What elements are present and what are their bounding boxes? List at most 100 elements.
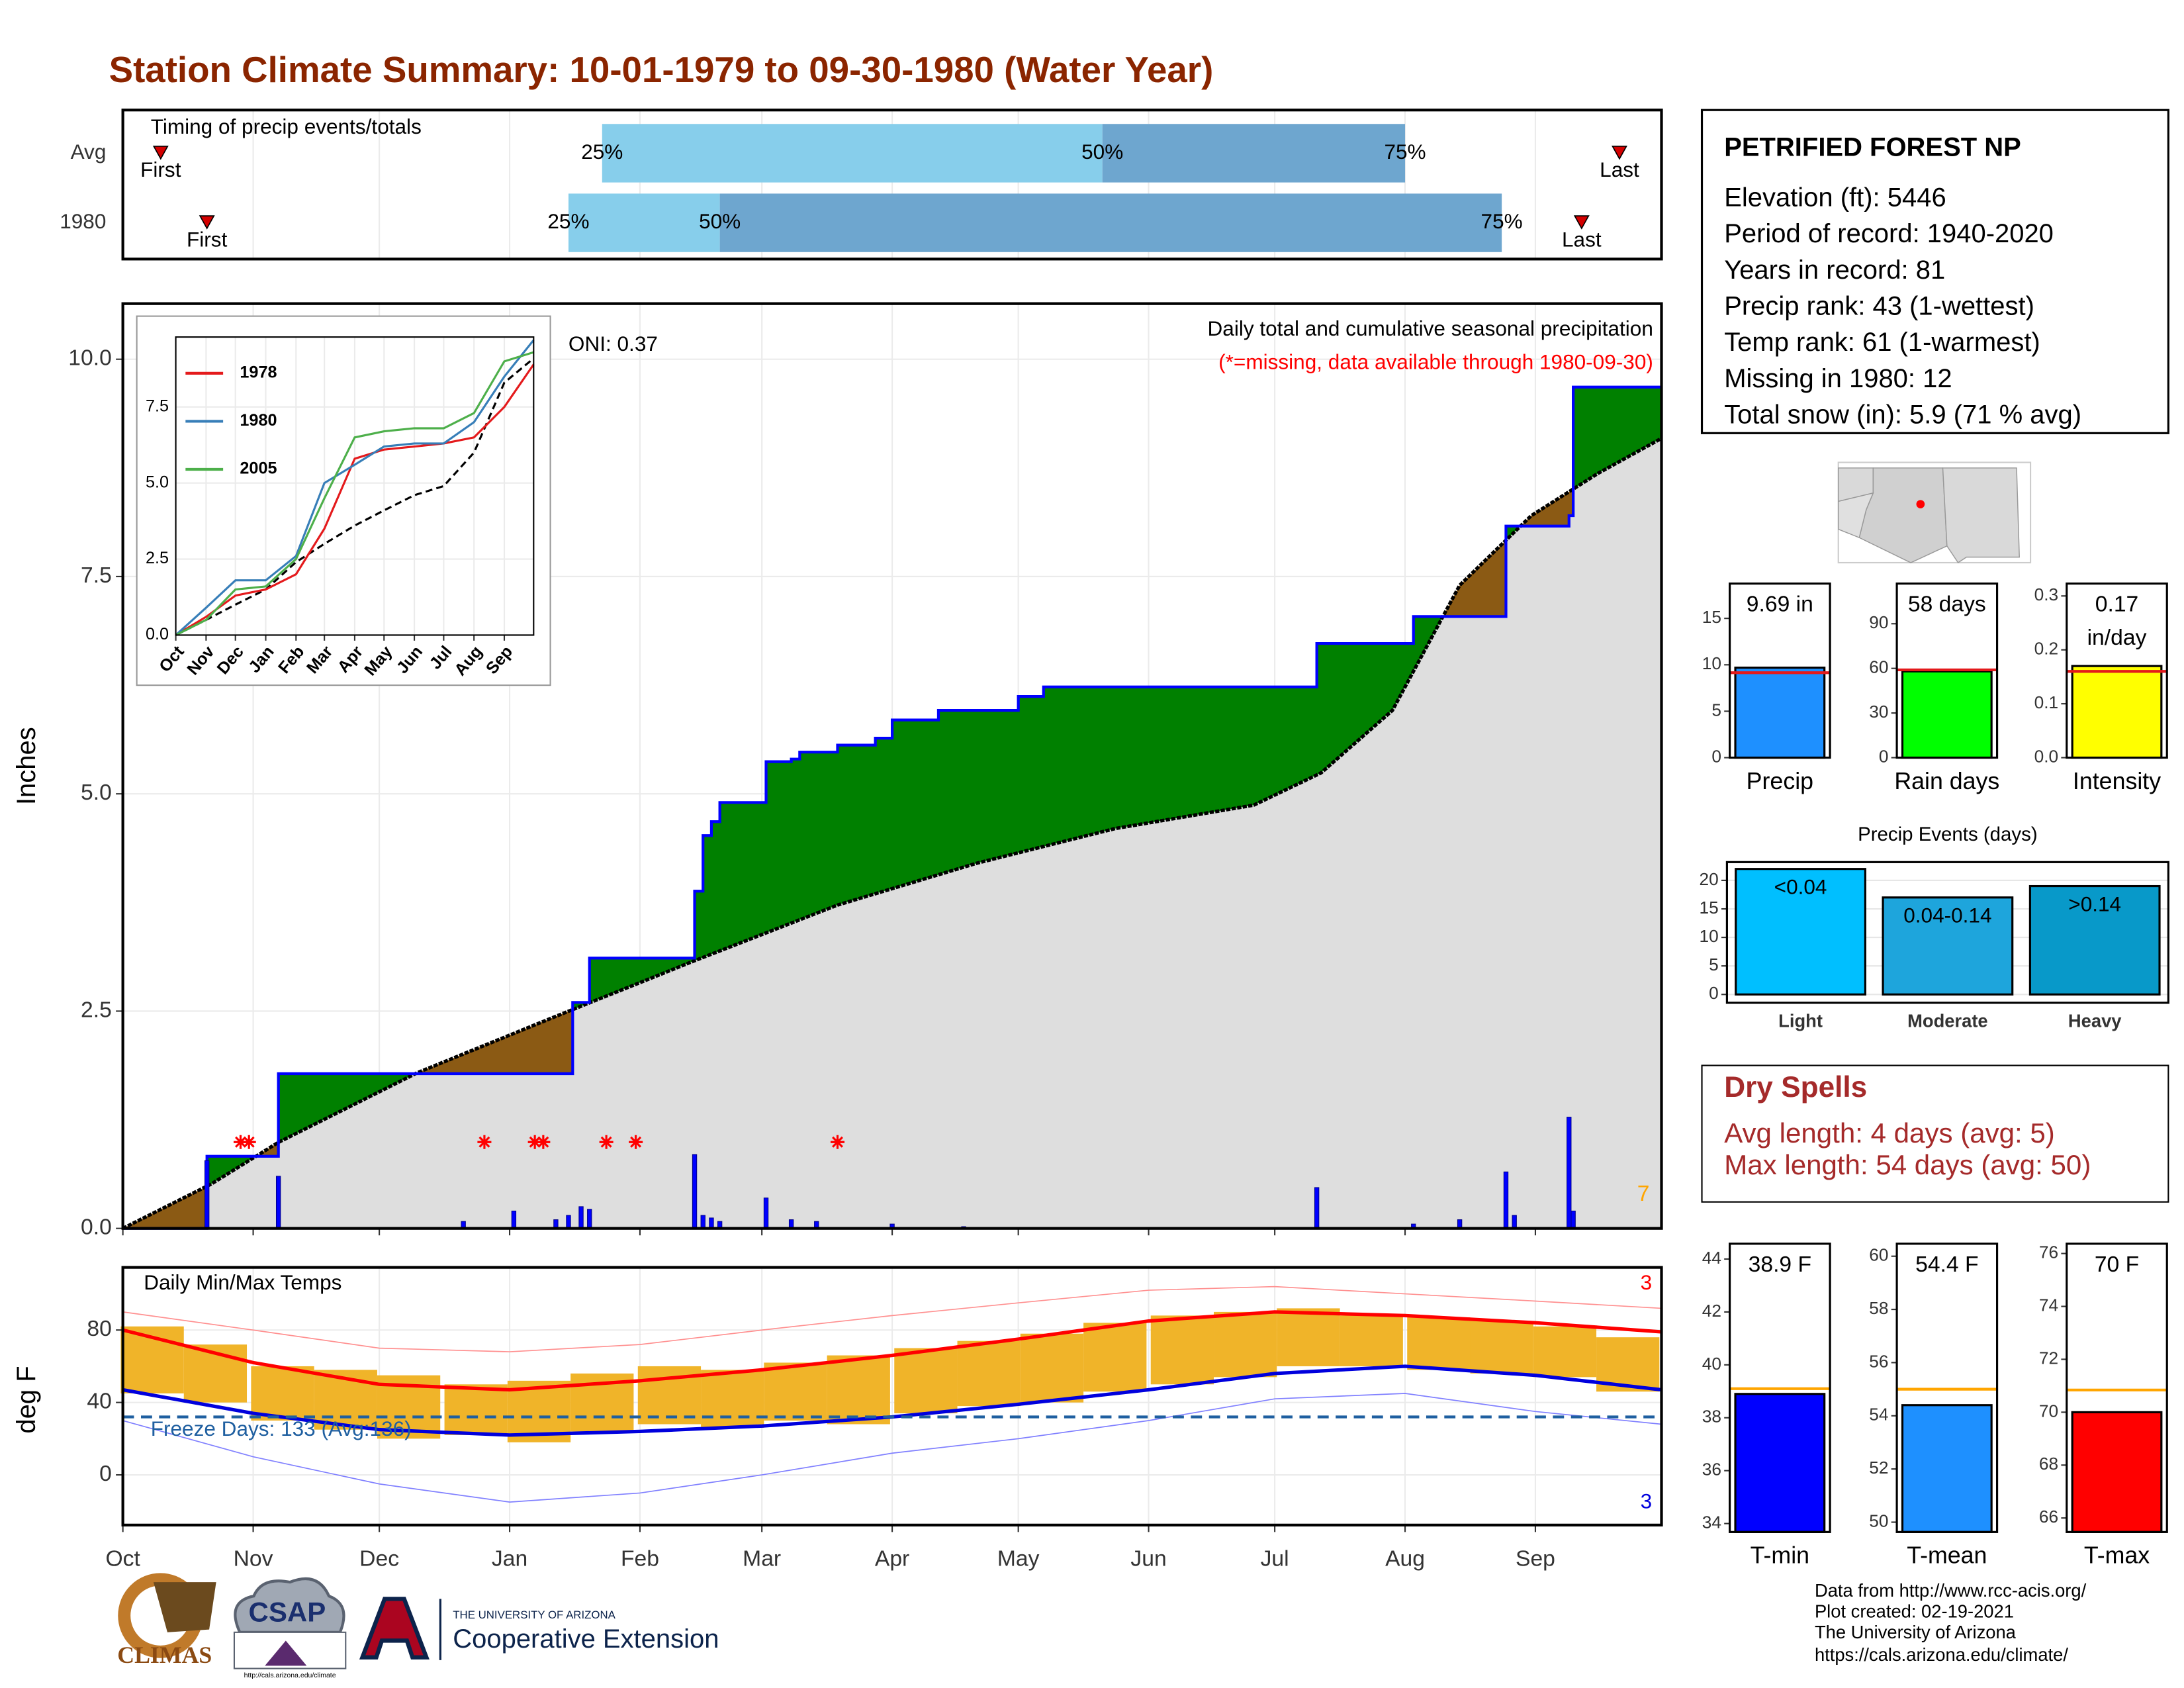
y-tick-label: 60 — [1869, 1245, 1888, 1265]
event-marker — [152, 146, 169, 160]
y-tick-label: 90 — [1869, 612, 1888, 632]
panel-title: Timing of precip events/totals — [151, 115, 422, 138]
chart-subtitle: (*=missing, data available through 1980-… — [1218, 350, 1653, 373]
plot-frame — [1729, 582, 1831, 759]
y-tick-label: 42 — [1702, 1301, 1721, 1321]
logo-text: CLIMAS — [117, 1642, 212, 1668]
y-tick-label: 7.5 — [81, 563, 112, 588]
temp-range-bar — [957, 1340, 1021, 1407]
y-axis-label: Inches — [12, 727, 41, 805]
timing-bar — [568, 193, 720, 252]
event-label: First — [187, 227, 228, 251]
bin-label: >0.14 — [2068, 892, 2121, 915]
record-high-line — [122, 1286, 1662, 1352]
station-line: Missing in 1980: 12 — [1724, 364, 1952, 393]
x-tick-label: Apr — [875, 1546, 909, 1571]
plot-frame — [2066, 582, 2168, 759]
bin-label: 0.04-0.14 — [1903, 904, 1991, 927]
event-marker — [1612, 146, 1627, 160]
quantile-label: 75% — [1481, 209, 1523, 233]
daily-bar — [587, 1209, 592, 1229]
logo-shape — [234, 1577, 345, 1634]
page-title: Station Climate Summary: 10-01-1979 to 0… — [109, 49, 1214, 90]
chart-title: Daily Min/Max Temps — [144, 1270, 341, 1294]
y-tick-label: 5 — [1709, 955, 1719, 974]
category-label: T-max — [2084, 1542, 2150, 1569]
y-axis-label: deg F — [12, 1366, 41, 1433]
footer-line: https://cals.arizona.edu/climate/ — [1815, 1644, 2068, 1665]
plot-frame — [1895, 582, 1999, 759]
category-label: Intensity — [2073, 768, 2161, 794]
temp-range-bar — [1407, 1317, 1471, 1370]
inset-frame — [175, 336, 535, 636]
category-label: Moderate — [1907, 1011, 1988, 1031]
temp-range-bar — [1470, 1321, 1533, 1374]
event-label: Last — [1600, 158, 1639, 181]
x-tick-label: Mar — [743, 1546, 781, 1571]
panel-frame — [121, 1266, 1663, 1526]
y-tick-label: 74 — [2039, 1295, 2058, 1315]
timing-bar — [1102, 124, 1406, 183]
y-tick-label: 70 — [2039, 1401, 2058, 1421]
y-tick-label: 56 — [1869, 1351, 1888, 1371]
y-tick-label: 30 — [1869, 702, 1888, 722]
y-tick-label: 15 — [1702, 607, 1721, 627]
station-box — [1700, 109, 2169, 434]
y-tick-label: 50 — [1869, 1511, 1888, 1530]
y-tick-label: 58 — [1869, 1298, 1888, 1318]
record-low-count: 3 — [1641, 1489, 1653, 1513]
daily-bar — [511, 1210, 517, 1229]
temp-range-bar — [1340, 1315, 1403, 1366]
missing-marker — [477, 1135, 492, 1149]
x-tick-label: Jun — [1130, 1546, 1166, 1571]
x-tick-label: Sep — [1516, 1546, 1555, 1571]
temp-range-bar — [444, 1384, 508, 1435]
y-tick-label: 52 — [1869, 1458, 1888, 1477]
legend-label: 2005 — [240, 459, 277, 478]
daily-bar — [275, 1176, 281, 1229]
annotation: ONI: 0.37 — [569, 332, 658, 355]
logo-text: Cooperative Extension — [453, 1624, 719, 1654]
series-line — [175, 339, 535, 636]
value-label-box: 70 F — [2095, 1254, 2139, 1278]
value-label-box: 38.9 F — [1749, 1254, 1811, 1278]
value-label-box: 0.17 in/day — [2087, 593, 2147, 650]
asterisk-stroke — [630, 1136, 642, 1148]
bar — [2071, 665, 2163, 759]
logo-shape — [359, 1597, 430, 1660]
map-state — [1837, 492, 1874, 539]
asterisk-stroke — [600, 1136, 612, 1148]
asterisk-stroke — [235, 1136, 246, 1148]
bar — [2028, 884, 2161, 996]
y-tick-label: 5.0 — [81, 780, 112, 805]
record-low-line — [122, 1393, 1662, 1503]
category-label: T-min — [1751, 1542, 1809, 1569]
temp-range-bar — [764, 1362, 827, 1421]
temp-range-bar — [1277, 1308, 1340, 1366]
station-line: Total snow (in): 5.9 (71 % avg) — [1724, 400, 2081, 430]
x-tick-label: Nov — [234, 1546, 273, 1571]
value-label-box: 58 days — [1908, 593, 1986, 617]
logo-text: CSAP — [248, 1597, 326, 1628]
logo-shape — [265, 1640, 307, 1666]
bar — [1735, 868, 1866, 996]
event-label: First — [140, 158, 181, 181]
y-tick-label: 0.0 — [2034, 746, 2059, 766]
category-label: T-mean — [1907, 1542, 1987, 1569]
cumulative-line — [122, 385, 1662, 1230]
legend-label: 1978 — [240, 363, 277, 382]
average-line — [175, 357, 535, 636]
missing-marker — [599, 1135, 614, 1149]
bar — [1734, 1393, 1826, 1533]
dry-spells-box — [1701, 1064, 2169, 1203]
y-tick-label: 0.1 — [2034, 692, 2059, 712]
station-line: Years in record: 81 — [1724, 256, 1945, 285]
y-tick-label: 5 — [1711, 700, 1721, 720]
panel-frame — [121, 109, 1663, 261]
normal-high-line — [122, 1310, 1662, 1392]
y-tick-label: 10.0 — [68, 346, 112, 371]
x-tick-label: Oct — [105, 1546, 140, 1571]
y-tick-label: 0.0 — [81, 1215, 112, 1240]
category-label: Light — [1778, 1011, 1823, 1031]
value-label: 54.4 F — [1915, 1253, 1979, 1278]
